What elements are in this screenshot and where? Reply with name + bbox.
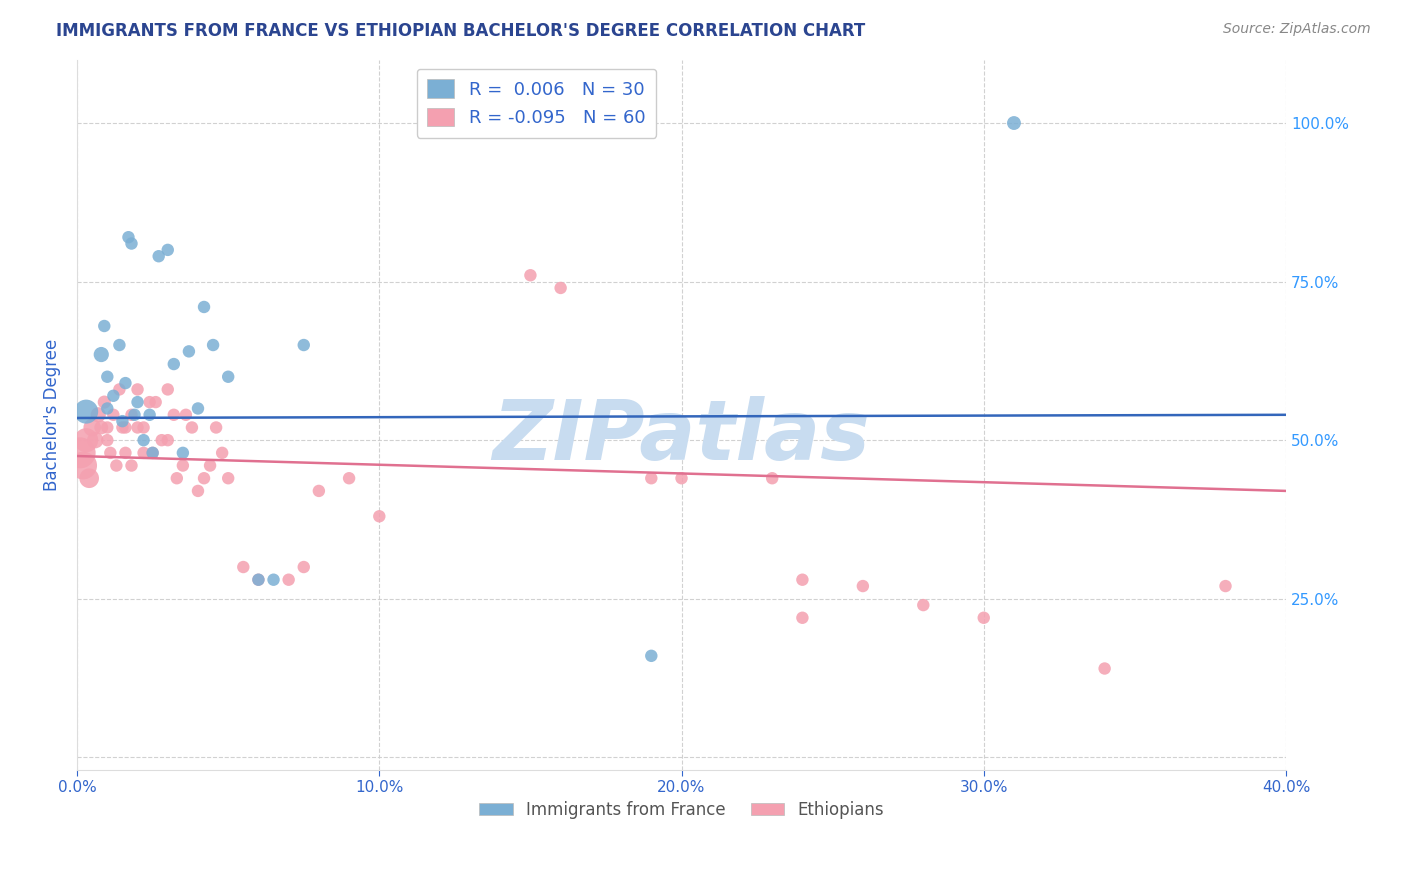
- Point: [142, 446, 165, 460]
- Point: [792, 573, 814, 587]
- Point: [77, 471, 100, 485]
- Point: [117, 230, 139, 244]
- Point: [108, 338, 131, 352]
- Point: [150, 433, 173, 447]
- Point: [292, 338, 315, 352]
- Point: [96, 420, 118, 434]
- Point: [211, 446, 233, 460]
- Point: [138, 395, 160, 409]
- Point: [90, 347, 112, 361]
- Point: [127, 395, 149, 409]
- Point: [105, 458, 128, 473]
- Point: [111, 414, 134, 428]
- Point: [163, 357, 186, 371]
- Point: [87, 408, 110, 422]
- Point: [148, 249, 170, 263]
- Point: [96, 369, 118, 384]
- Point: [121, 236, 143, 251]
- Point: [640, 648, 662, 663]
- Point: [75, 404, 97, 418]
- Point: [177, 344, 200, 359]
- Point: [145, 395, 167, 409]
- Point: [193, 300, 215, 314]
- Point: [187, 401, 209, 416]
- Point: [519, 268, 541, 283]
- Point: [792, 611, 814, 625]
- Point: [761, 471, 783, 485]
- Point: [217, 471, 239, 485]
- Point: [172, 446, 194, 460]
- Point: [127, 383, 149, 397]
- Point: [247, 573, 270, 587]
- Point: [156, 383, 179, 397]
- Point: [114, 446, 136, 460]
- Point: [163, 408, 186, 422]
- Point: [193, 471, 215, 485]
- Point: [550, 281, 572, 295]
- Point: [852, 579, 875, 593]
- Point: [181, 420, 204, 434]
- Text: ZIPatlas: ZIPatlas: [492, 396, 870, 476]
- Point: [217, 369, 239, 384]
- Point: [640, 471, 662, 485]
- Point: [84, 433, 107, 447]
- Point: [202, 338, 225, 352]
- Point: [103, 408, 125, 422]
- Point: [671, 471, 693, 485]
- Point: [124, 408, 146, 422]
- Point: [82, 420, 104, 434]
- Point: [292, 560, 315, 574]
- Point: [96, 401, 118, 416]
- Point: [263, 573, 285, 587]
- Point: [127, 420, 149, 434]
- Point: [93, 395, 115, 409]
- Point: [98, 446, 121, 460]
- Point: [337, 471, 360, 485]
- Point: [232, 560, 254, 574]
- Legend: Immigrants from France, Ethiopians: Immigrants from France, Ethiopians: [472, 794, 890, 826]
- Point: [1094, 661, 1116, 675]
- Point: [75, 433, 97, 447]
- Point: [96, 433, 118, 447]
- Point: [132, 433, 155, 447]
- Point: [1002, 116, 1025, 130]
- Text: Source: ZipAtlas.com: Source: ZipAtlas.com: [1223, 22, 1371, 37]
- Point: [912, 598, 935, 612]
- Point: [368, 509, 391, 524]
- Point: [277, 573, 299, 587]
- Point: [114, 376, 136, 390]
- Point: [247, 573, 270, 587]
- Point: [121, 408, 143, 422]
- Point: [93, 318, 115, 333]
- Point: [187, 483, 209, 498]
- Point: [205, 420, 228, 434]
- Text: IMMIGRANTS FROM FRANCE VS ETHIOPIAN BACHELOR'S DEGREE CORRELATION CHART: IMMIGRANTS FROM FRANCE VS ETHIOPIAN BACH…: [56, 22, 866, 40]
- Point: [166, 471, 188, 485]
- Y-axis label: Bachelor's Degree: Bachelor's Degree: [44, 339, 60, 491]
- Point: [121, 458, 143, 473]
- Point: [111, 420, 134, 434]
- Point: [198, 458, 221, 473]
- Point: [308, 483, 330, 498]
- Point: [156, 243, 179, 257]
- Point: [132, 446, 155, 460]
- Point: [142, 446, 165, 460]
- Point: [172, 458, 194, 473]
- Point: [156, 433, 179, 447]
- Point: [90, 420, 112, 434]
- Point: [114, 420, 136, 434]
- Point: [108, 383, 131, 397]
- Point: [132, 420, 155, 434]
- Point: [174, 408, 197, 422]
- Point: [103, 389, 125, 403]
- Point: [72, 458, 94, 473]
- Point: [138, 408, 160, 422]
- Point: [69, 446, 91, 460]
- Point: [973, 611, 995, 625]
- Point: [1215, 579, 1237, 593]
